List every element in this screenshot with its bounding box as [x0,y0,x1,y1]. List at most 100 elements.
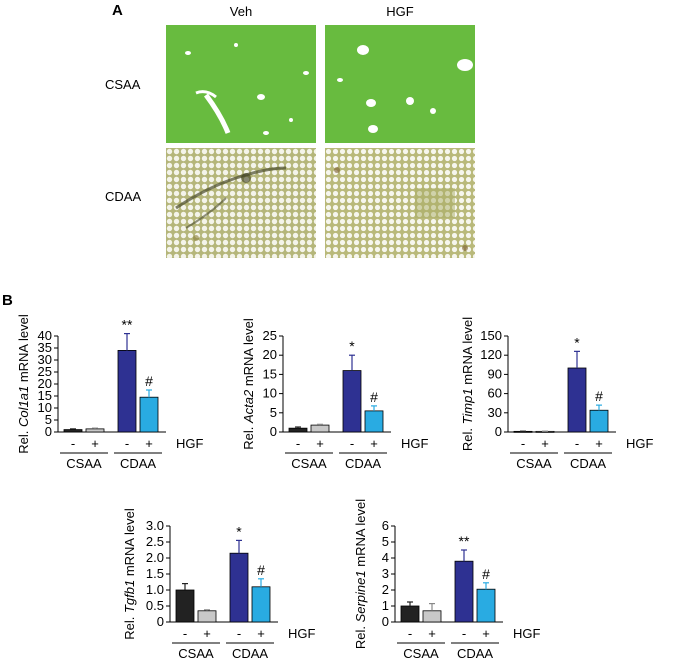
hgf-sign: + [257,626,265,641]
y-tick-label: 0 [495,424,502,439]
y-tick-label: 0.5 [146,598,164,613]
hgf-sign: + [316,436,324,451]
y-tick-label: 2.0 [146,550,164,565]
hgf-sign: + [428,626,436,641]
y-tick-label: 20 [263,347,277,362]
bar [117,350,137,433]
hgf-sign: + [541,436,549,451]
group-label: CSAA [291,456,327,471]
group-label: CDAA [457,646,493,659]
y-tick-label: 1.5 [146,566,164,581]
y-tick-label: 15 [263,366,277,381]
y-tick-label: 5 [45,412,52,427]
significance-marker: # [595,388,603,404]
y-tick-label: 60 [488,386,502,401]
micrograph-cdaa-veh [166,148,316,258]
y-tick-label: 120 [480,347,502,362]
panel-b-letter: B [2,292,13,309]
micrograph-cdaa-hgf [325,148,475,258]
group-label: CSAA [516,456,552,471]
y-tick-label: 0 [157,614,164,629]
bar [589,409,609,433]
chart-tgfb1: 00.51.01.52.02.53.0 Rel. Tgfb1 mRNA level… [122,508,316,659]
bar [454,560,474,623]
bar [422,610,442,623]
hgf-sign: - [462,626,466,641]
bar [175,589,195,623]
y-tick-label: 4 [382,550,389,565]
group-label: CSAA [178,646,214,659]
hgf-sign: + [482,626,490,641]
significance-marker: * [574,334,580,350]
significance-marker: ** [459,533,470,549]
hgf-sign: - [183,626,187,641]
y-tick-label: 30 [488,405,502,420]
y-tick-label: 0 [270,424,277,439]
bar [229,552,249,623]
bar [567,367,587,433]
bar [251,586,271,623]
y-tick-label: 2 [382,582,389,597]
bar [342,370,362,433]
bar [476,588,496,623]
y-axis-label: Rel. Timp1 mRNA level [460,317,475,451]
hgf-sign: - [521,436,525,451]
y-tick-label: 20 [38,376,52,391]
bar [310,424,330,433]
y-axis-label: Rel. Acta2 mRNA level [241,318,256,450]
bar [85,428,105,433]
bar [288,427,308,433]
y-tick-label: 35 [38,340,52,355]
hgf-sign: - [350,436,354,451]
group-label: CSAA [66,456,102,471]
bar [364,410,384,433]
hgf-label: HGF [176,436,204,451]
row-label-csaa: CSAA [105,77,141,92]
y-tick-label: 6 [382,518,389,533]
group-label: CDAA [570,456,606,471]
hgf-sign: + [145,436,153,451]
significance-marker: ** [122,317,133,333]
chart-acta2: 0 5 10 15 20 25 Rel. Acta2 mRNA level - + * - # + HGF… [241,318,429,471]
hgf-sign: - [575,436,579,451]
hgf-sign: + [203,626,211,641]
bar [63,429,83,433]
y-tick-label: 5 [382,534,389,549]
significance-marker: # [370,389,378,405]
group-label: CDAA [232,646,268,659]
significance-marker: * [236,523,242,539]
bar [400,605,420,623]
y-tick-label: 40 [38,328,52,343]
y-tick-label: 10 [263,386,277,401]
y-axis-label: Rel. Tgfb1 mRNA level [122,508,137,640]
bar [139,396,159,433]
y-tick-label: 90 [488,366,502,381]
hgf-sign: + [91,436,99,451]
significance-marker: * [349,338,355,354]
y-axis-label: Rel. Col1a1 mRNA level [16,314,31,454]
hgf-label: HGF [513,626,541,641]
hgf-label: HGF [401,436,429,451]
y-tick-label: 3.0 [146,518,164,533]
y-tick-label: 5 [270,405,277,420]
hgf-sign: - [71,436,75,451]
hgf-sign: - [296,436,300,451]
significance-marker: # [145,373,153,389]
y-tick-label: 10 [38,400,52,415]
significance-marker: # [482,566,490,582]
y-tick-label: 15 [38,388,52,403]
group-label: CSAA [403,646,439,659]
hgf-sign: + [370,436,378,451]
y-tick-label: 1 [382,598,389,613]
row-label-cdaa: CDAA [105,189,142,204]
hgf-label: HGF [288,626,316,641]
hgf-sign: + [595,436,603,451]
y-tick-label: 3 [382,566,389,581]
y-tick-label: 1.0 [146,582,164,597]
panel-a-letter: A [112,2,123,19]
group-label: CDAA [345,456,381,471]
significance-marker: # [257,562,265,578]
